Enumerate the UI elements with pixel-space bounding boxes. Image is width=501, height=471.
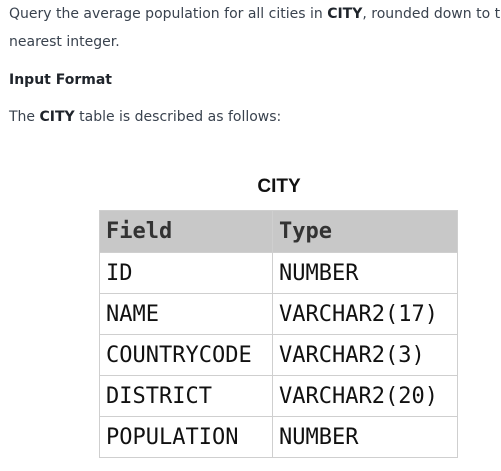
table-row: COUNTRYCODE VARCHAR2(3) [99, 334, 458, 376]
input-format-suffix: table is described as follows: [74, 109, 282, 125]
type-cell: NUMBER [272, 416, 458, 458]
table-row: POPULATION NUMBER [99, 416, 458, 458]
type-cell: NUMBER [272, 252, 458, 294]
table-row: NAME VARCHAR2(17) [99, 293, 458, 335]
header-type: Type [272, 210, 458, 253]
city-schema-table: Field Type ID NUMBER NAME VARCHAR2(17) C… [99, 210, 458, 458]
header-field: Field [99, 210, 273, 253]
field-cell: COUNTRYCODE [99, 334, 273, 376]
table-title: CITY [257, 176, 301, 197]
input-format-text: The CITY table is described as follows: [9, 103, 281, 131]
field-cell: ID [99, 252, 273, 294]
city-keyword: CITY [39, 109, 75, 125]
type-cell: VARCHAR2(17) [272, 293, 458, 335]
description-text: Query the average population for all cit… [9, 6, 328, 22]
description-line-1: Query the average population for all cit… [9, 0, 501, 28]
city-keyword: CITY [327, 6, 363, 22]
description-line-2: nearest integer. [9, 34, 120, 50]
input-format-heading: Input Format [9, 72, 112, 88]
description-text-suffix: , rounded down to the [362, 6, 501, 22]
table-row: DISTRICT VARCHAR2(20) [99, 375, 458, 417]
field-cell: DISTRICT [99, 375, 273, 417]
field-cell: POPULATION [99, 416, 273, 458]
input-format-prefix: The [9, 109, 40, 125]
table-row: ID NUMBER [99, 252, 458, 294]
field-cell: NAME [99, 293, 273, 335]
table-header-row: Field Type [99, 210, 458, 253]
type-cell: VARCHAR2(20) [272, 375, 458, 417]
type-cell: VARCHAR2(3) [272, 334, 458, 376]
